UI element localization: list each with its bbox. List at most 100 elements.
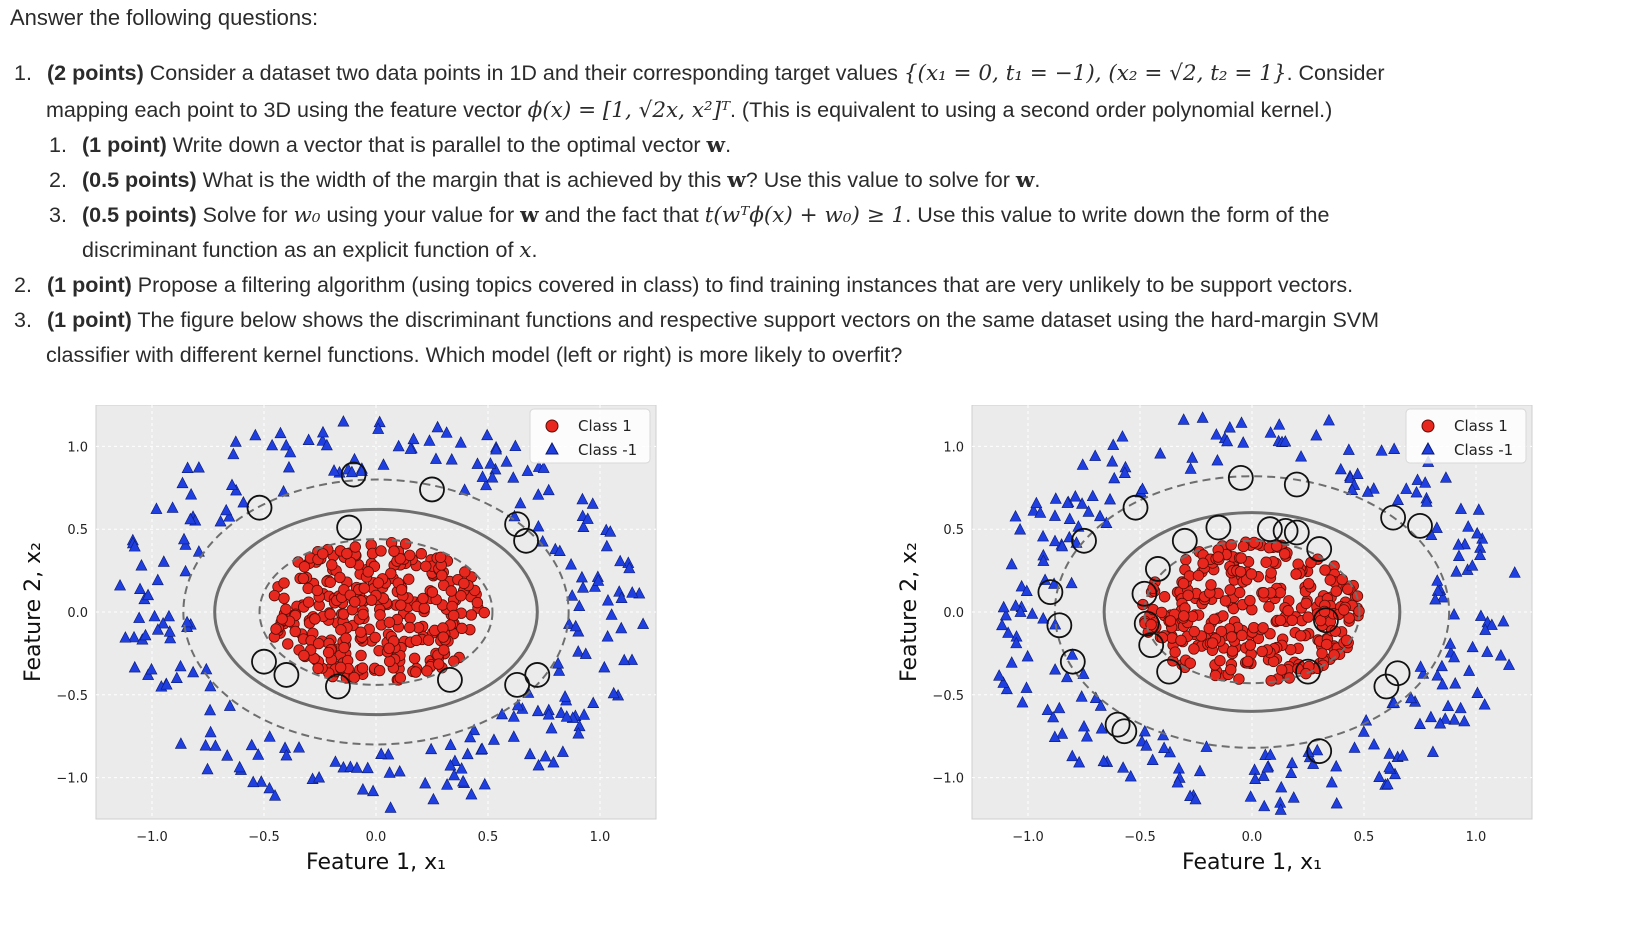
class-neg1-point <box>1485 618 1498 630</box>
class-1-point <box>1197 557 1209 570</box>
class-neg1-point <box>1037 554 1050 566</box>
class-neg1-point <box>201 762 214 775</box>
support-vector-ring <box>513 527 539 554</box>
class-neg1-point <box>233 760 246 773</box>
class-neg1-point <box>542 483 555 496</box>
class-1-point <box>1275 664 1288 676</box>
class-neg1-point <box>316 425 329 438</box>
x-tick-label: 0.0 <box>1242 830 1263 845</box>
class-neg1-point <box>142 588 155 601</box>
legend-class-1-marker <box>1421 419 1435 433</box>
class-neg1-point <box>1274 803 1287 815</box>
x-axis-label: Feature 1, x₁ <box>1182 850 1322 875</box>
class-neg1-point <box>1357 725 1370 737</box>
subquestion-number: 1. <box>49 133 67 157</box>
class-neg1-point <box>576 492 589 505</box>
class-neg1-point <box>1286 756 1299 769</box>
class-neg1-point <box>1458 714 1471 727</box>
class-1-point <box>349 541 361 553</box>
class-1-point <box>1324 574 1336 586</box>
class-neg1-point <box>148 609 161 622</box>
class-1-point <box>448 609 460 622</box>
class-neg1-point <box>1264 748 1277 760</box>
class-1-point <box>1233 586 1246 599</box>
subquestion-text: . Use this value to write down the form … <box>905 203 1330 227</box>
class-1-point <box>326 559 338 571</box>
class-neg1-point <box>227 447 240 460</box>
class-neg1-point <box>1435 659 1448 672</box>
class-neg1-point <box>1275 780 1288 793</box>
class-1-point <box>433 658 445 670</box>
legend-class-neg1-label: Class -1 <box>1454 441 1513 459</box>
class-neg1-point <box>1020 681 1033 693</box>
question-3: 3. (1 point) The figure below shows the d… <box>14 308 1379 333</box>
class-neg1-point <box>532 519 545 532</box>
class-1-point <box>322 646 335 659</box>
class-neg1-point <box>464 730 477 743</box>
class-neg1-point <box>345 465 358 478</box>
class-neg1-point <box>1383 747 1396 759</box>
class-1-point <box>335 624 347 636</box>
class-1-point <box>1169 646 1181 658</box>
class-neg1-point <box>1063 512 1076 524</box>
class-1-point <box>1212 551 1224 563</box>
x-tick-label: 0.5 <box>1354 830 1375 845</box>
class-neg1-point <box>532 758 545 771</box>
class-neg1-point <box>151 623 164 635</box>
class-neg1-point <box>1439 712 1452 724</box>
class-neg1-point <box>569 619 582 632</box>
class-neg1-point <box>1442 699 1455 712</box>
class-neg1-point <box>1048 577 1061 589</box>
class-neg1-point <box>1107 438 1120 450</box>
class-1-point <box>1242 655 1254 668</box>
support-vector-ring <box>1373 673 1400 700</box>
class-neg1-point <box>539 749 552 762</box>
legend-class-neg1-label: Class -1 <box>578 441 637 459</box>
class-1-point <box>383 616 396 629</box>
dataset-math: {(x₁ = 0, t₁ = −1), (x₂ = √2, t₂ = 1} <box>903 61 1287 86</box>
class-1-point <box>403 573 415 585</box>
class-1-point <box>1265 567 1277 579</box>
class-neg1-point <box>1244 790 1257 802</box>
class-neg1-point <box>320 438 333 451</box>
decision-boundary <box>213 507 539 717</box>
class-neg1-point <box>500 455 513 467</box>
question-1-line2-end: . (This is equivalent to using a second … <box>729 98 1333 122</box>
class-1-point <box>1226 645 1239 657</box>
support-vector-ring <box>1138 632 1165 659</box>
class-1-point <box>1145 618 1157 631</box>
class-neg1-point <box>586 497 599 509</box>
class-neg1-point <box>1030 496 1043 509</box>
class-1-point <box>374 609 386 621</box>
class-1-point <box>1316 647 1328 659</box>
y-tick-label: −1.0 <box>56 772 88 787</box>
class-neg1-point <box>1066 648 1079 660</box>
class-neg1-point <box>1093 509 1106 522</box>
class-neg1-point <box>1048 534 1061 547</box>
class-neg1-point <box>1351 467 1364 479</box>
question-1-number: 1. <box>14 61 32 85</box>
x-tick-label: −0.5 <box>248 830 280 845</box>
class-neg1-point <box>1430 521 1443 533</box>
class-1-point <box>1235 552 1247 564</box>
support-vector-ring <box>1257 516 1283 543</box>
class-neg1-point <box>1434 717 1447 729</box>
class-neg1-point <box>1410 485 1423 498</box>
legend-class-1-marker <box>545 419 559 433</box>
class-neg1-point <box>280 438 293 451</box>
class-neg1-point <box>1049 492 1062 504</box>
question-3-number: 3. <box>14 308 32 332</box>
class-neg1-point <box>1273 418 1286 430</box>
class-1-point <box>417 592 429 605</box>
class-neg1-point <box>178 532 190 545</box>
svm-plot-left: −1.0 1.0 −0.5 0.5 0.0 0.0 0.5 −0.5 1.0 −1.0 Featur… <box>21 405 657 875</box>
class-neg1-point <box>255 775 268 787</box>
y-tick-label: 0.5 <box>943 523 964 538</box>
class-neg1-point <box>367 784 380 797</box>
class-neg1-point <box>1396 749 1409 761</box>
class-neg1-point <box>507 710 520 722</box>
class-1-point <box>334 571 346 584</box>
support-vector-ring <box>1313 607 1339 634</box>
support-vector-ring <box>273 662 300 688</box>
class-neg1-point <box>181 461 194 473</box>
